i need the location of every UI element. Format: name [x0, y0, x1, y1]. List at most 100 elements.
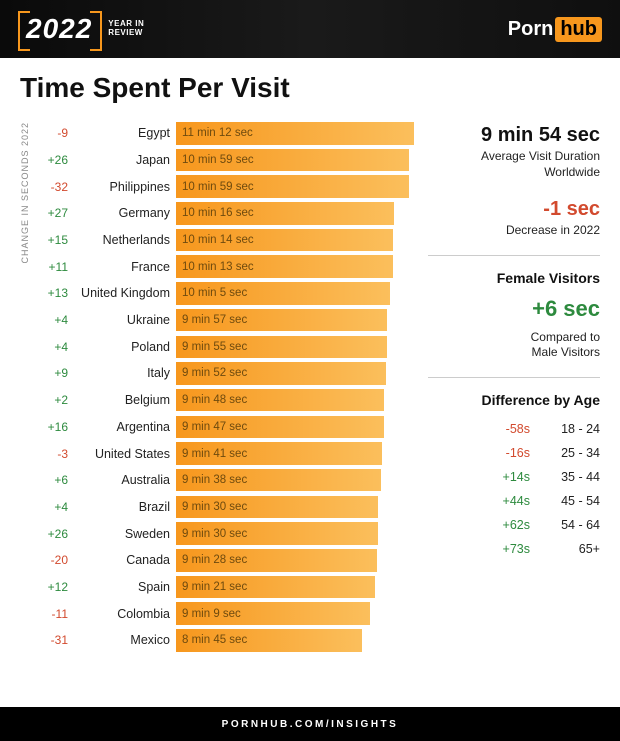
bar: 10 min 59 sec [176, 149, 409, 172]
female-section-title: Female Visitors [428, 270, 600, 286]
bar-track: 9 min 41 sec [176, 442, 414, 465]
age-delta: +73s [490, 542, 530, 556]
bar-track: 9 min 21 sec [176, 576, 414, 599]
bar-row: -9Egypt11 min 12 sec [36, 122, 414, 145]
country-label: Poland [74, 340, 170, 354]
bar-value-label: 9 min 30 sec [182, 501, 247, 513]
country-label: Argentina [74, 420, 170, 434]
bar-value-label: 10 min 14 sec [182, 234, 254, 246]
brand-word-a: Porn [508, 18, 554, 41]
bar-value-label: 10 min 16 sec [182, 207, 254, 219]
change-value: +9 [36, 366, 68, 380]
bar-track: 8 min 45 sec [176, 629, 414, 652]
bar-row: +12Spain9 min 21 sec [36, 576, 414, 599]
country-label: Canada [74, 553, 170, 567]
bar: 9 min 38 sec [176, 469, 381, 492]
footer-bar: PORNHUB.COM/INSIGHTS [0, 707, 620, 741]
bar-row: +2Belgium9 min 48 sec [36, 389, 414, 412]
bar-value-label: 9 min 48 sec [182, 394, 247, 406]
bar-value-label: 9 min 57 sec [182, 314, 247, 326]
bar-value-label: 9 min 21 sec [182, 581, 247, 593]
age-row: -58s 18 - 24 [428, 422, 600, 436]
bar-track: 9 min 55 sec [176, 336, 414, 359]
bar: 9 min 55 sec [176, 336, 387, 359]
bar-row: +4Brazil9 min 30 sec [36, 496, 414, 519]
bar-track: 9 min 52 sec [176, 362, 414, 385]
age-range: 35 - 44 [552, 470, 600, 484]
age-delta: -16s [490, 446, 530, 460]
bar-value-label: 9 min 52 sec [182, 367, 247, 379]
change-value: +16 [36, 420, 68, 434]
age-delta: +14s [490, 470, 530, 484]
change-value: +4 [36, 340, 68, 354]
year-subtitle: YEAR IN REVIEW [108, 20, 144, 38]
change-value: -31 [36, 633, 68, 647]
change-value: +12 [36, 580, 68, 594]
country-label: Egypt [74, 126, 170, 140]
country-label: Philippines [74, 180, 170, 194]
bar-track: 9 min 38 sec [176, 469, 414, 492]
bar-row: +4 Poland 9 min 55 sec [36, 336, 414, 359]
country-label: Ukraine [74, 313, 170, 327]
brand-word-b: hub [555, 17, 602, 42]
year-number: 2022 [18, 11, 102, 47]
age-row: +14s 35 - 44 [428, 470, 600, 484]
bar-track: 10 min 59 sec [176, 175, 414, 198]
change-value: +13 [36, 286, 68, 300]
bar-row: +6Australia9 min 38 sec [36, 469, 414, 492]
change-value: -3 [36, 447, 68, 461]
bar-value-label: 9 min 9 sec [182, 608, 241, 620]
yoy-change-label: Decrease in 2022 [428, 223, 600, 239]
bar-row: -11Colombia9 min 9 sec [36, 602, 414, 625]
bar-row: +9 Italy 9 min 52 sec [36, 362, 414, 385]
country-label: United States [74, 447, 170, 461]
country-label: Germany [74, 206, 170, 220]
age-row: +73s 65+ [428, 542, 600, 556]
bar: 9 min 30 sec [176, 496, 378, 519]
age-range: 54 - 64 [552, 518, 600, 532]
age-range: 65+ [552, 542, 600, 556]
bar: 9 min 21 sec [176, 576, 375, 599]
country-label: United Kingdom [74, 286, 170, 300]
age-range: 18 - 24 [552, 422, 600, 436]
bar-row: -3 United States 9 min 41 sec [36, 442, 414, 465]
age-delta: -58s [490, 422, 530, 436]
avg-duration-label: Average Visit Duration Worldwide [428, 149, 600, 180]
bar-rows: -9Egypt11 min 12 sec+26Japan10 min 59 se… [36, 122, 414, 652]
bar-value-label: 10 min 13 sec [182, 261, 254, 273]
header-bar: 2022 YEAR IN REVIEW Porn hub [0, 0, 620, 58]
bar-row: +26Sweden9 min 30 sec [36, 522, 414, 545]
bar: 10 min 16 sec [176, 202, 394, 225]
bar: 9 min 52 sec [176, 362, 386, 385]
bar-row: +11France10 min 13 sec [36, 255, 414, 278]
change-value: +4 [36, 313, 68, 327]
country-label: Italy [74, 366, 170, 380]
bar: 9 min 9 sec [176, 602, 370, 625]
infographic-page: 2022 YEAR IN REVIEW Porn hub Time Spent … [0, 0, 620, 741]
change-value: +26 [36, 153, 68, 167]
age-row: -16s 25 - 34 [428, 446, 600, 460]
bar-value-label: 8 min 45 sec [182, 634, 247, 646]
age-range: 25 - 34 [552, 446, 600, 460]
bar-row: +16 Argentina 9 min 47 sec [36, 416, 414, 439]
age-rows: -58s18 - 24-16s25 - 34+14s35 - 44+44s45 … [428, 422, 600, 556]
bar-track: 9 min 57 sec [176, 309, 414, 332]
change-value: +6 [36, 473, 68, 487]
divider [428, 255, 600, 256]
bar: 9 min 57 sec [176, 309, 387, 332]
bar-track: 11 min 12 sec [176, 122, 414, 145]
country-label: Sweden [74, 527, 170, 541]
bar-track: 10 min 16 sec [176, 202, 414, 225]
country-label: Japan [74, 153, 170, 167]
bar-track: 10 min 59 sec [176, 149, 414, 172]
bar-track: 9 min 28 sec [176, 549, 414, 572]
bar-row: -31Mexico8 min 45 sec [36, 629, 414, 652]
change-value: +27 [36, 206, 68, 220]
divider [428, 377, 600, 378]
country-label: Brazil [74, 500, 170, 514]
female-delta-value: +6 sec [428, 296, 600, 322]
bar-row: +27 Germany 10 min 16 sec [36, 202, 414, 225]
bar: 9 min 47 sec [176, 416, 384, 439]
year-in-review-badge: 2022 YEAR IN REVIEW [18, 11, 144, 47]
change-value: -32 [36, 180, 68, 194]
